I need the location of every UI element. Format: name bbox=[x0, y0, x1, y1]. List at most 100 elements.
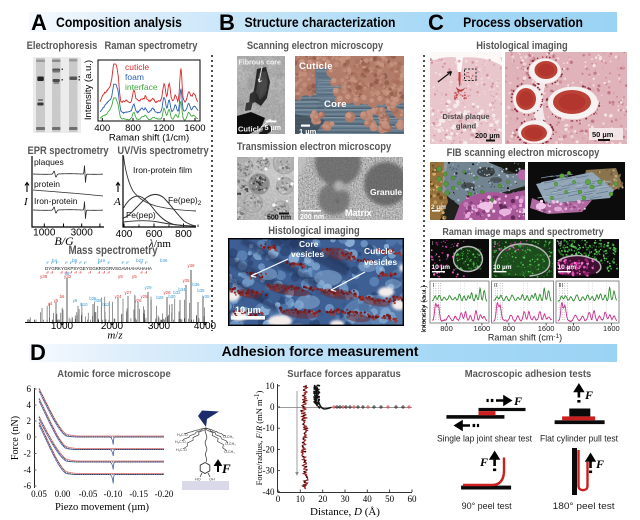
svg-text:protein: protein bbox=[34, 179, 60, 189]
svg-text:200 µm: 200 µm bbox=[475, 131, 500, 140]
svg-text:b16: b16 bbox=[98, 258, 106, 263]
svg-text:III: III bbox=[558, 241, 563, 247]
svg-text:800: 800 bbox=[440, 324, 453, 333]
svg-text:-0.20: -0.20 bbox=[155, 489, 174, 499]
svg-text:b35: b35 bbox=[197, 288, 205, 293]
svg-text:50: 50 bbox=[385, 494, 395, 504]
svg-text:4: 4 bbox=[27, 400, 32, 410]
svg-text:1600: 1600 bbox=[603, 324, 620, 333]
svg-text:Granule: Granule bbox=[370, 187, 402, 197]
svg-text:90° peel test: 90° peel test bbox=[462, 501, 512, 511]
svg-text:60: 60 bbox=[408, 494, 418, 504]
svg-text:Fe(pep)2: Fe(pep)2 bbox=[168, 195, 202, 207]
svg-text:Intensity (a.u.): Intensity (a.u.) bbox=[83, 60, 94, 120]
svg-text:Cuticle: Cuticle bbox=[299, 61, 333, 72]
svg-text:Fibrous core: Fibrous core bbox=[239, 60, 282, 67]
svg-text:0.00: 0.00 bbox=[55, 489, 71, 499]
svg-text:Force/radius, F/R (mN m-1): Force/radius, F/R (mN m-1) bbox=[253, 391, 264, 486]
svg-text:600: 600 bbox=[146, 229, 163, 240]
svg-text:b36: b36 bbox=[192, 282, 200, 287]
svg-text:1600: 1600 bbox=[474, 324, 491, 333]
svg-text:0: 0 bbox=[270, 402, 275, 412]
svg-text:Core: Core bbox=[324, 99, 347, 110]
svg-text:OH: OH bbox=[209, 478, 215, 482]
svg-text:1200: 1200 bbox=[153, 123, 174, 134]
svg-text:3000: 3000 bbox=[71, 228, 94, 239]
svg-text:Cuticle: Cuticle bbox=[238, 125, 263, 134]
svg-text:H₃C-O: H₃C-O bbox=[177, 433, 188, 437]
svg-text:I: I bbox=[23, 196, 29, 208]
svg-text:y5: y5 bbox=[132, 274, 137, 279]
svg-text:400: 400 bbox=[116, 229, 133, 240]
svg-text:4000: 4000 bbox=[194, 321, 217, 332]
svg-text:-4: -4 bbox=[24, 465, 32, 475]
svg-text:2: 2 bbox=[27, 416, 32, 426]
svg-text:-30: -30 bbox=[263, 466, 275, 476]
svg-text:Distance, D (Å): Distance, D (Å) bbox=[310, 506, 380, 518]
svg-text:Force (nN): Force (nN) bbox=[10, 416, 21, 460]
svg-text:0.05: 0.05 bbox=[31, 489, 47, 499]
svg-text:1600: 1600 bbox=[538, 324, 555, 333]
svg-text:b34: b34 bbox=[178, 287, 186, 292]
svg-text:Distal plaque: Distal plaque bbox=[442, 112, 489, 121]
svg-text:-0.10: -0.10 bbox=[104, 489, 123, 499]
svg-text:plaques: plaques bbox=[34, 157, 64, 167]
svg-text:800: 800 bbox=[503, 324, 516, 333]
svg-text:DYGRKYGKPSYGEYGGKRGGRVSGAVHAHA: DYGRKYGKPSYGEYGGKRGGRVSGAVHAHAHAHA bbox=[45, 266, 153, 271]
svg-text:b10: b10 bbox=[80, 302, 88, 307]
svg-text:vesicles: vesicles bbox=[291, 249, 324, 259]
svg-text:b36: b36 bbox=[160, 258, 168, 263]
svg-text:500 nm: 500 nm bbox=[267, 215, 291, 221]
svg-text:y38: y38 bbox=[40, 274, 48, 279]
svg-text:y25: y25 bbox=[141, 294, 149, 299]
svg-text:10 µm: 10 µm bbox=[493, 264, 512, 271]
svg-text:y27: y27 bbox=[125, 290, 133, 295]
svg-text:F: F bbox=[584, 388, 593, 402]
svg-text:H₃C-O: H₃C-O bbox=[176, 448, 187, 452]
svg-text:y4: y4 bbox=[48, 301, 53, 306]
svg-text:F: F bbox=[513, 394, 522, 408]
svg-text:Cuticle: Cuticle bbox=[364, 246, 393, 256]
svg-text:O-CH₃: O-CH₃ bbox=[223, 435, 234, 439]
svg-text:b27: b27 bbox=[136, 258, 144, 263]
svg-text:1000: 1000 bbox=[33, 228, 56, 239]
svg-text:y5: y5 bbox=[54, 298, 59, 303]
svg-text:foam: foam bbox=[125, 72, 144, 82]
svg-text:800: 800 bbox=[567, 324, 580, 333]
svg-text:y32: y32 bbox=[64, 274, 72, 279]
svg-text:3000: 3000 bbox=[148, 321, 171, 332]
svg-text:gland: gland bbox=[456, 122, 477, 131]
svg-text:λ/nm: λ/nm bbox=[148, 238, 171, 250]
svg-text:10 µm: 10 µm bbox=[558, 264, 577, 271]
svg-text:1000: 1000 bbox=[51, 321, 74, 332]
svg-text:vesicles: vesicles bbox=[364, 257, 397, 267]
svg-text:b6: b6 bbox=[60, 294, 65, 299]
svg-text:Iron-protein film: Iron-protein film bbox=[133, 165, 192, 175]
svg-text:H₃C-O: H₃C-O bbox=[175, 440, 186, 444]
svg-text:40: 40 bbox=[363, 494, 373, 504]
svg-text:400: 400 bbox=[94, 123, 110, 134]
svg-text:F: F bbox=[221, 461, 231, 476]
svg-text:Intensity (a.u.): Intensity (a.u.) bbox=[419, 285, 428, 333]
svg-text:0: 0 bbox=[27, 432, 32, 442]
svg-text:y35: y35 bbox=[183, 278, 191, 283]
svg-text:b32: b32 bbox=[173, 290, 181, 295]
svg-text:-0.15: -0.15 bbox=[129, 489, 148, 499]
svg-text:10 µm: 10 µm bbox=[235, 305, 261, 315]
svg-text:y24: y24 bbox=[115, 294, 123, 299]
svg-text:Raman shift (cm-1): Raman shift (cm-1) bbox=[488, 333, 562, 343]
svg-text:B/G: B/G bbox=[54, 234, 74, 248]
svg-text:5 µm: 5 µm bbox=[265, 123, 282, 132]
svg-text:O-CH₃: O-CH₃ bbox=[225, 442, 236, 446]
svg-text:Flat cylinder pull test: Flat cylinder pull test bbox=[540, 434, 618, 444]
svg-text:b28: b28 bbox=[156, 295, 164, 300]
svg-text:20: 20 bbox=[318, 494, 328, 504]
svg-text:interface: interface bbox=[125, 82, 158, 92]
svg-text:y6: y6 bbox=[73, 298, 78, 303]
svg-text:1600: 1600 bbox=[184, 123, 205, 134]
svg-text:F: F bbox=[479, 455, 488, 469]
svg-text:I: I bbox=[432, 241, 434, 247]
svg-text:y9: y9 bbox=[118, 274, 123, 279]
svg-text:Iron-protein: Iron-protein bbox=[34, 196, 78, 206]
svg-text:50 µm: 50 µm bbox=[592, 130, 614, 139]
